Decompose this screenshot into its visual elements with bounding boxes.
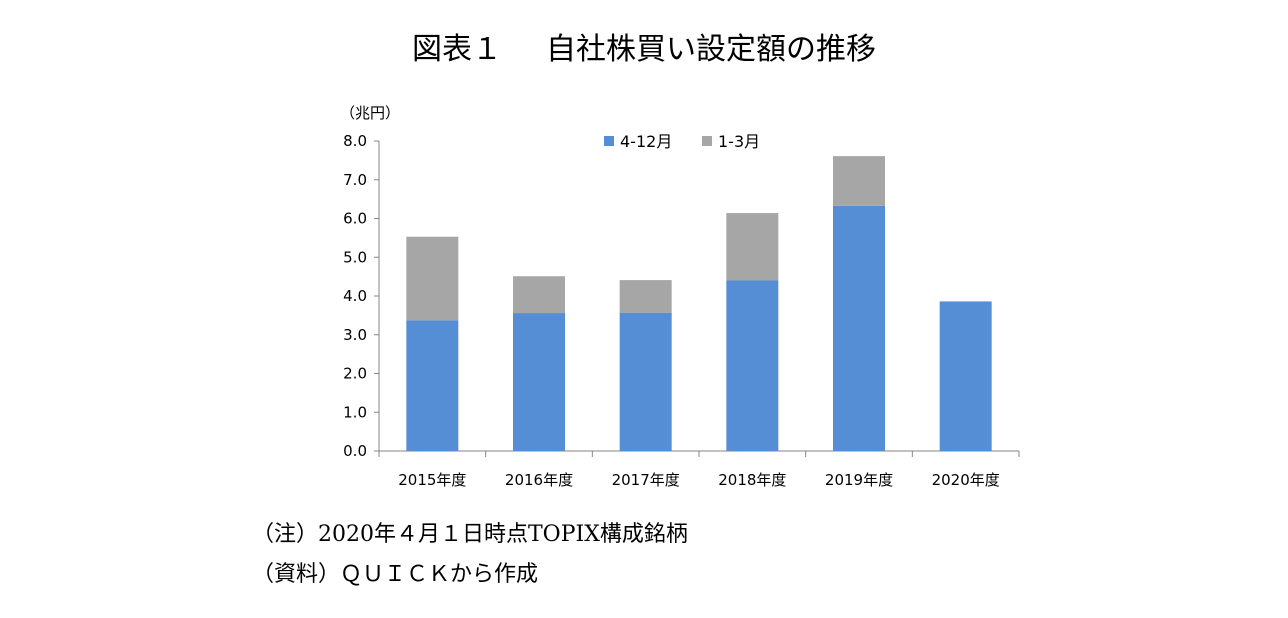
bar-apr-dec — [406, 320, 459, 451]
source-note: （資料）ＱＵＩＣＫから作成 — [252, 562, 539, 587]
bar-jan-mar — [726, 213, 779, 281]
y-tick-label: 0.0 — [343, 442, 367, 460]
bar-jan-mar — [619, 280, 672, 313]
legend-label: 4-12月 — [620, 132, 672, 151]
x-tick-label: 2017年度 — [612, 471, 680, 489]
bar-apr-dec — [619, 312, 672, 451]
x-tick-label: 2018年度 — [718, 471, 786, 489]
figure-label: 図表１ — [412, 32, 502, 67]
y-tick-label: 6.0 — [343, 210, 367, 228]
chart-title: 自社株買い設定額の推移 — [546, 32, 876, 67]
y-tick-label: 8.0 — [343, 132, 367, 150]
y-tick-label: 3.0 — [343, 326, 367, 344]
bar-apr-dec — [939, 301, 992, 451]
x-tick-label: 2016年度 — [505, 471, 573, 489]
y-tick-label: 7.0 — [343, 171, 367, 189]
bar-jan-mar — [406, 236, 459, 321]
x-tick-label: 2015年度 — [398, 471, 466, 489]
bar-jan-mar — [513, 276, 565, 314]
y-unit-label: （兆円） — [340, 104, 400, 122]
y-tick-label: 2.0 — [343, 365, 367, 383]
y-tick-label: 5.0 — [343, 248, 367, 266]
legend-swatch — [604, 136, 614, 146]
legend-label: 1-3月 — [718, 132, 760, 151]
legend-swatch — [702, 136, 712, 146]
bar-apr-dec — [833, 205, 885, 451]
bar-jan-mar — [833, 156, 885, 206]
y-tick-label: 4.0 — [343, 287, 367, 305]
page-title: 図表１ 自社株買い設定額の推移 — [0, 24, 1288, 68]
x-tick-label: 2019年度 — [825, 471, 893, 489]
bar-apr-dec — [513, 313, 565, 451]
x-tick-label: 2020年度 — [932, 471, 1000, 489]
bar-apr-dec — [726, 280, 779, 451]
footnote: （注）2020年４月１日時点TOPIX構成銘柄 — [252, 522, 688, 547]
y-tick-label: 1.0 — [343, 403, 367, 421]
